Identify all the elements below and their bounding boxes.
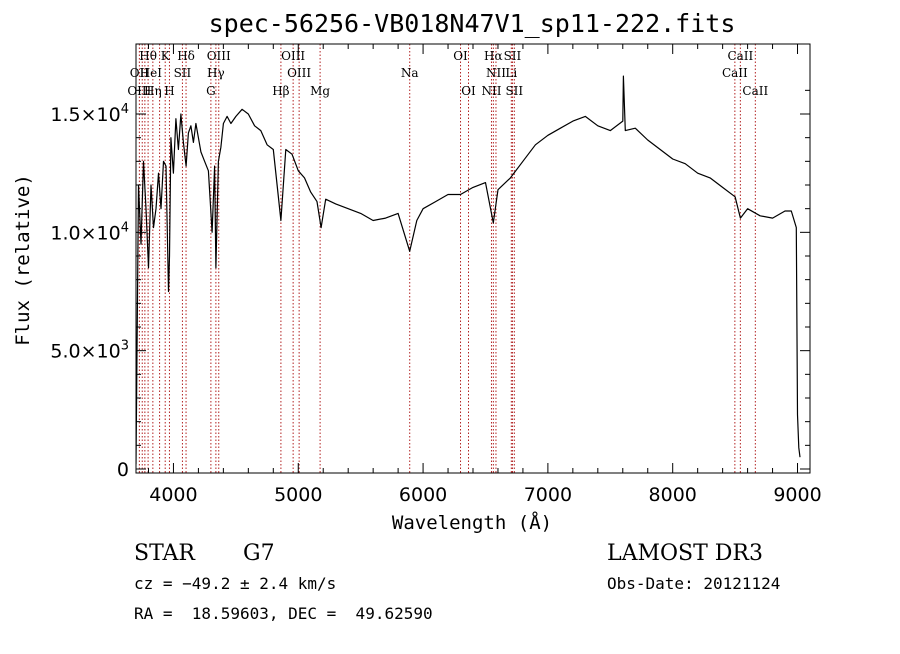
y-tick-mantissa: 1.0×10 <box>50 222 120 244</box>
line-label: H <box>164 84 174 98</box>
line-label: OII <box>130 66 150 80</box>
line-label: Hβ <box>272 84 289 98</box>
line-label: CaII <box>727 49 753 63</box>
y-tick-label: 5.0×103 <box>50 339 129 363</box>
object-class: STAR <box>134 541 196 566</box>
line-label: K <box>161 49 171 63</box>
line-label: CaII <box>722 66 748 80</box>
line-label: SII <box>504 49 522 63</box>
y-tick-exponent: 4 <box>121 220 129 235</box>
line-label: Hα <box>484 49 503 63</box>
line-label: OI <box>453 49 468 63</box>
x-axis-ticks: 4000 5000 6000 7000 8000 9000 <box>147 44 822 506</box>
info-panel: STAR G7 LAMOST DR3 cz = −49.2 ± 2.4 km/s… <box>134 541 780 623</box>
redshift-cz: cz = −49.2 ± 2.4 km/s <box>134 574 336 593</box>
line-label: Hγ <box>207 66 225 80</box>
line-label: NII <box>481 84 501 98</box>
y-tick-mantissa: 5.0×10 <box>50 341 120 363</box>
plot-frame <box>135 43 811 474</box>
spectrum-line <box>136 75 801 465</box>
x-tick-label: 4000 <box>149 484 197 506</box>
spectral-subclass: G7 <box>243 541 275 566</box>
spectrum-layer <box>136 75 801 465</box>
observation-date: Obs-Date: 20121124 <box>607 574 780 593</box>
line-label: Li <box>505 66 517 80</box>
line-label: OI <box>461 84 476 98</box>
y-tick-exponent: 3 <box>121 339 129 354</box>
x-tick-label: 9000 <box>773 484 821 506</box>
x-tick-label: 7000 <box>524 484 572 506</box>
line-label: G <box>206 84 216 98</box>
survey-name: LAMOST DR3 <box>607 541 763 566</box>
y-tick-mantissa: 0 <box>117 459 129 481</box>
line-label: Hθ <box>139 49 157 63</box>
y-tick-label: 1.5×104 <box>50 102 129 126</box>
line-label: SII <box>505 84 523 98</box>
line-label: Hη <box>144 84 162 98</box>
x-tick-label: 8000 <box>649 484 697 506</box>
spectral-line-markers <box>138 44 756 473</box>
line-label: OIII <box>127 84 151 98</box>
line-label: Mg <box>310 84 330 98</box>
y-tick-label: 1.0×104 <box>50 220 129 244</box>
y-axis-label: Flux (relative) <box>12 174 34 346</box>
y-tick-label: 0 <box>117 459 129 481</box>
y-tick-exponent: 4 <box>121 102 129 117</box>
chart-title: spec-56256-VB018N47V1_sp11-222.fits <box>209 9 736 38</box>
line-label: HeI <box>140 66 163 80</box>
line-label: NII <box>486 66 506 80</box>
line-label: OIII <box>287 66 311 80</box>
line-label: CaII <box>742 84 768 98</box>
line-label: OIII <box>207 49 231 63</box>
x-tick-label: 5000 <box>274 484 322 506</box>
ra-dec-coordinates: RA = 18.59603, DEC = 49.62590 <box>134 604 433 623</box>
line-label: Na <box>401 66 419 80</box>
y-tick-mantissa: 1.5×10 <box>50 104 120 126</box>
x-tick-label: 6000 <box>399 484 447 506</box>
line-label: Hδ <box>177 49 195 63</box>
x-axis-label: Wavelength (Å) <box>392 511 552 534</box>
line-label: SII <box>174 66 192 80</box>
line-label: OIII <box>281 49 305 63</box>
